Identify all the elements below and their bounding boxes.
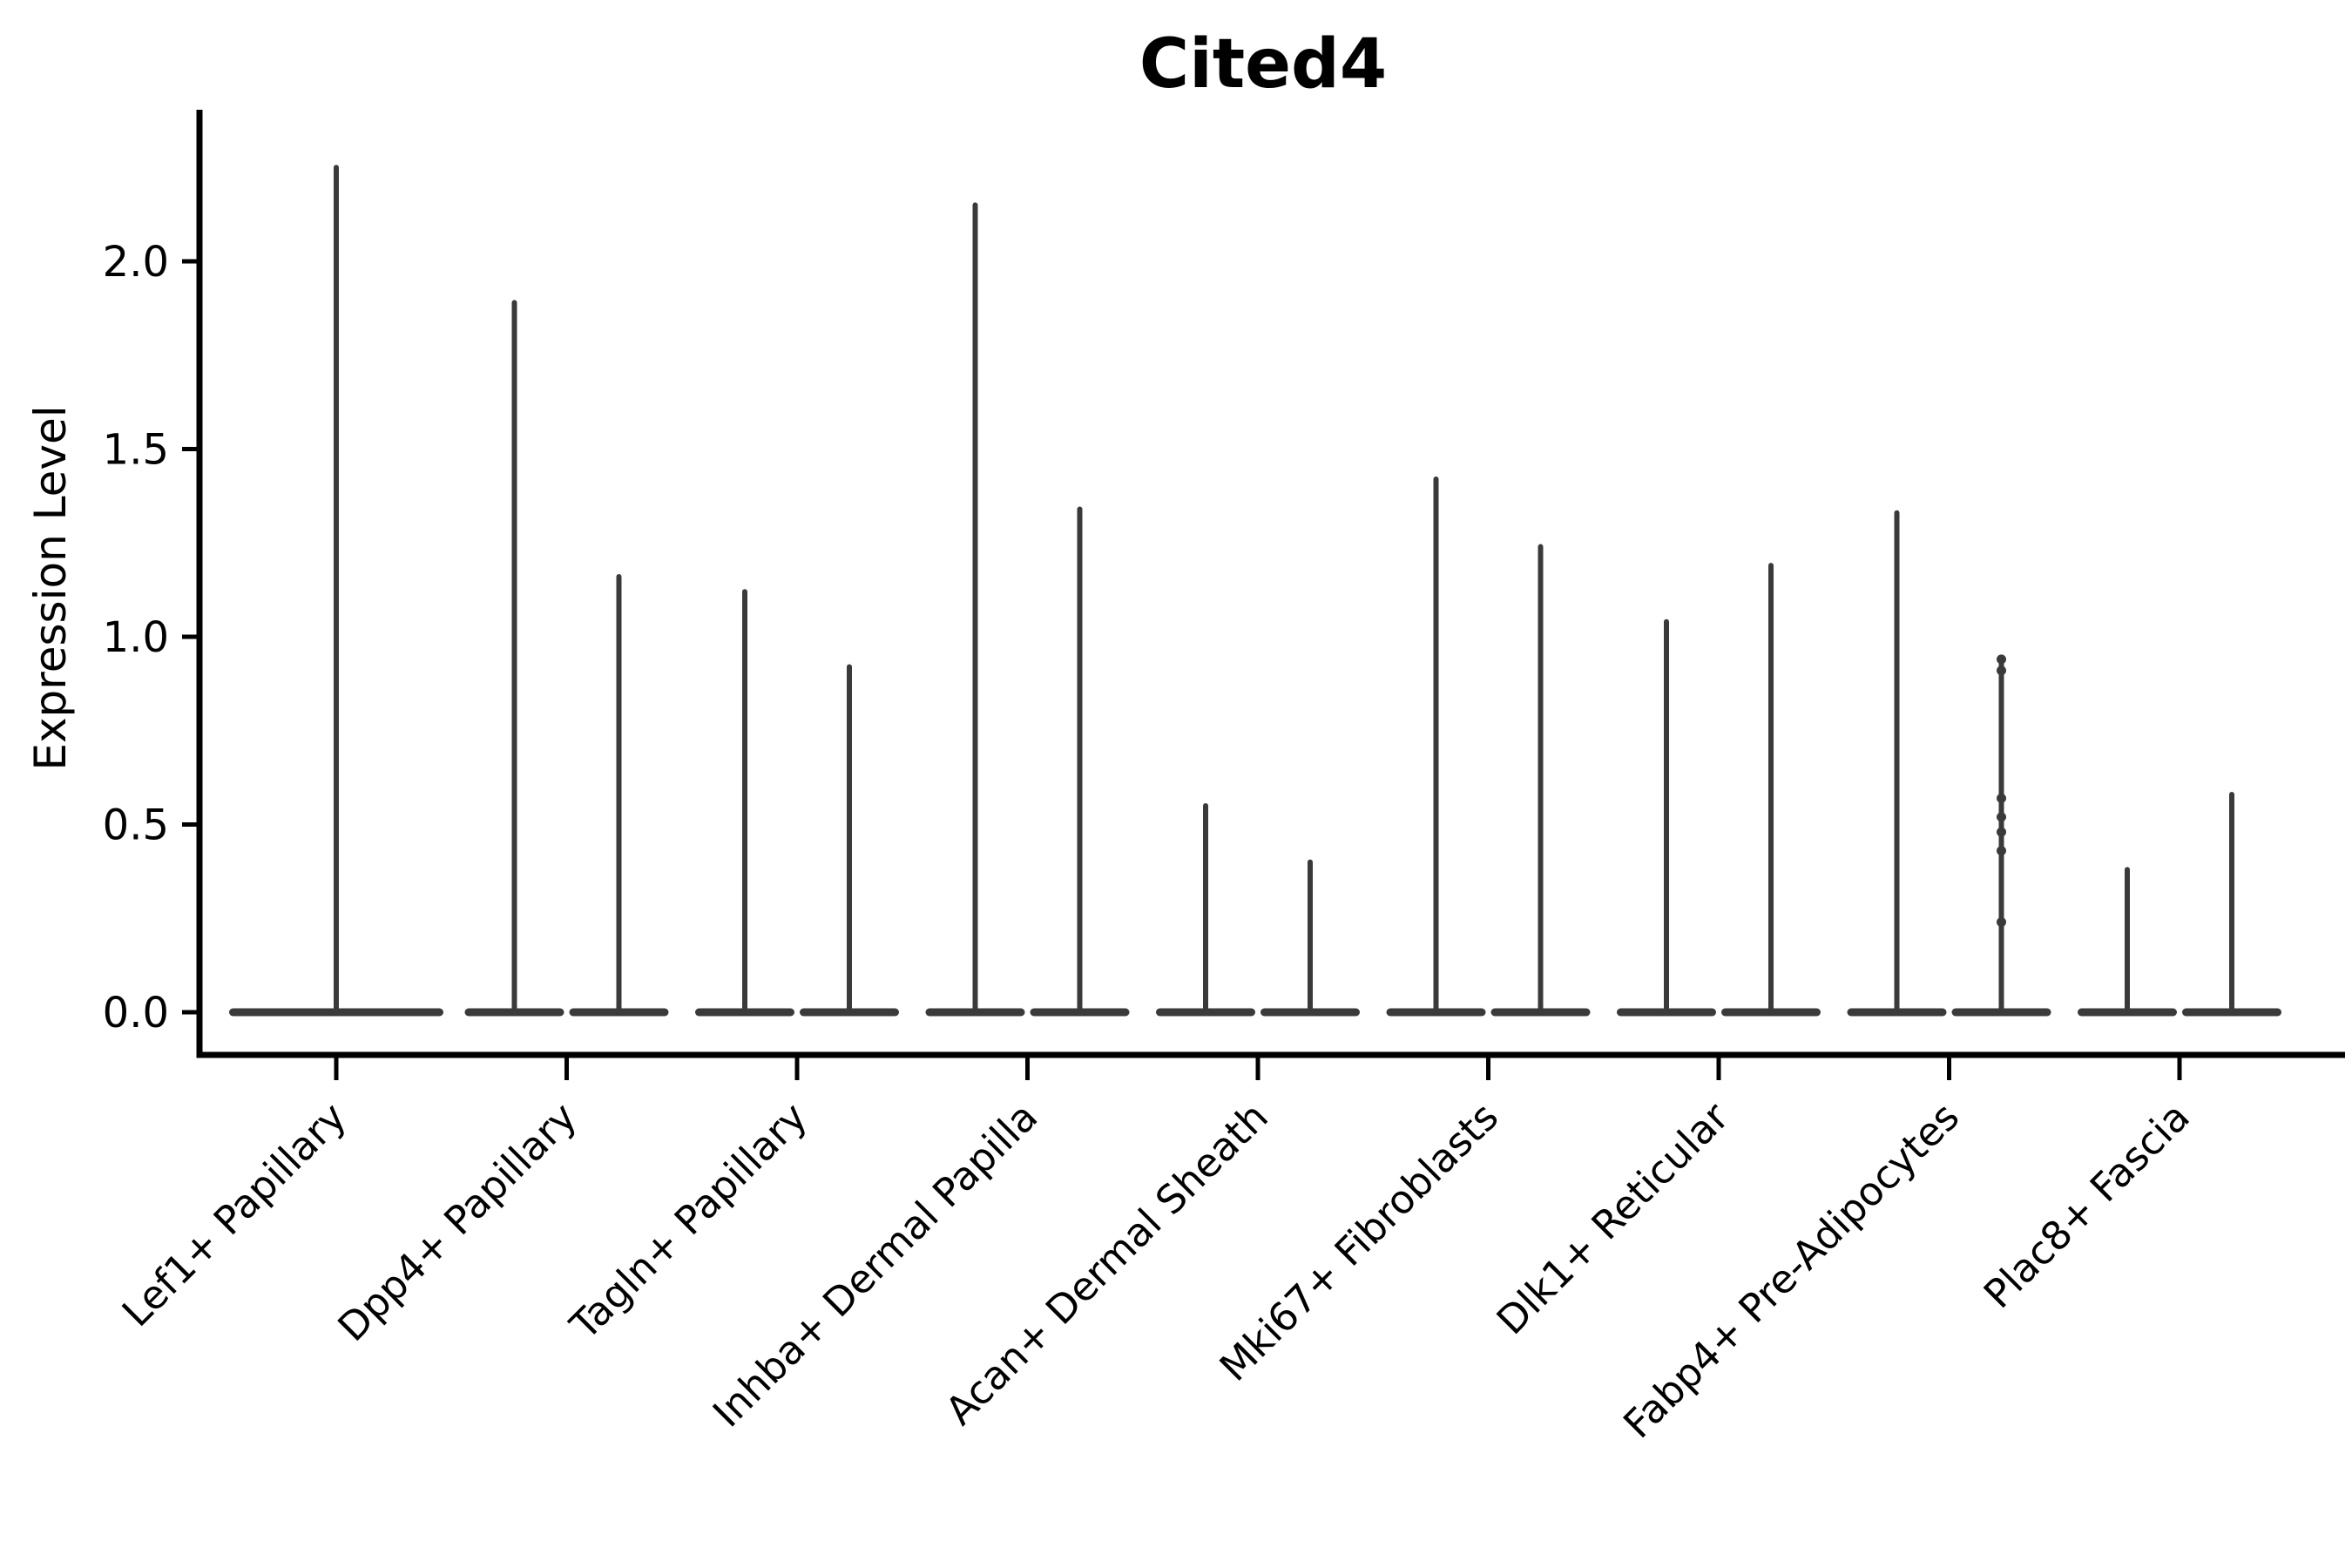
violins-layer xyxy=(229,165,2281,1017)
expression-point xyxy=(1997,654,2006,665)
y-tick-label: 0.0 xyxy=(103,989,169,1037)
expression-point xyxy=(1997,793,2006,803)
y-tick-label: 1.5 xyxy=(103,426,169,475)
y-tick-label: 0.5 xyxy=(103,801,169,850)
chart-title: Cited4 xyxy=(1139,25,1387,104)
x-category-label: Dlk1+ Reticular xyxy=(1488,1093,1738,1343)
x-category-label: Plac8+ Fascia xyxy=(1975,1093,2199,1317)
x-category-label: Dpp4+ Papillary xyxy=(328,1093,585,1350)
y-axis-label: Expression Level xyxy=(25,405,76,770)
y-tick-label: 1.0 xyxy=(103,613,169,662)
expression-point xyxy=(1997,846,2006,856)
expression-point xyxy=(1997,666,2006,676)
expression-point xyxy=(1997,827,2006,837)
expression-point xyxy=(1997,917,2006,928)
expression-point xyxy=(1997,812,2006,822)
y-tick-label: 2.0 xyxy=(103,238,169,287)
x-category-label: Tagln+ Papillary xyxy=(561,1093,816,1348)
x-category-label: Lef1+ Papillary xyxy=(113,1093,355,1335)
y-ticks: 0.0 0.5 1.0 1.5 2.0 xyxy=(103,238,197,1037)
